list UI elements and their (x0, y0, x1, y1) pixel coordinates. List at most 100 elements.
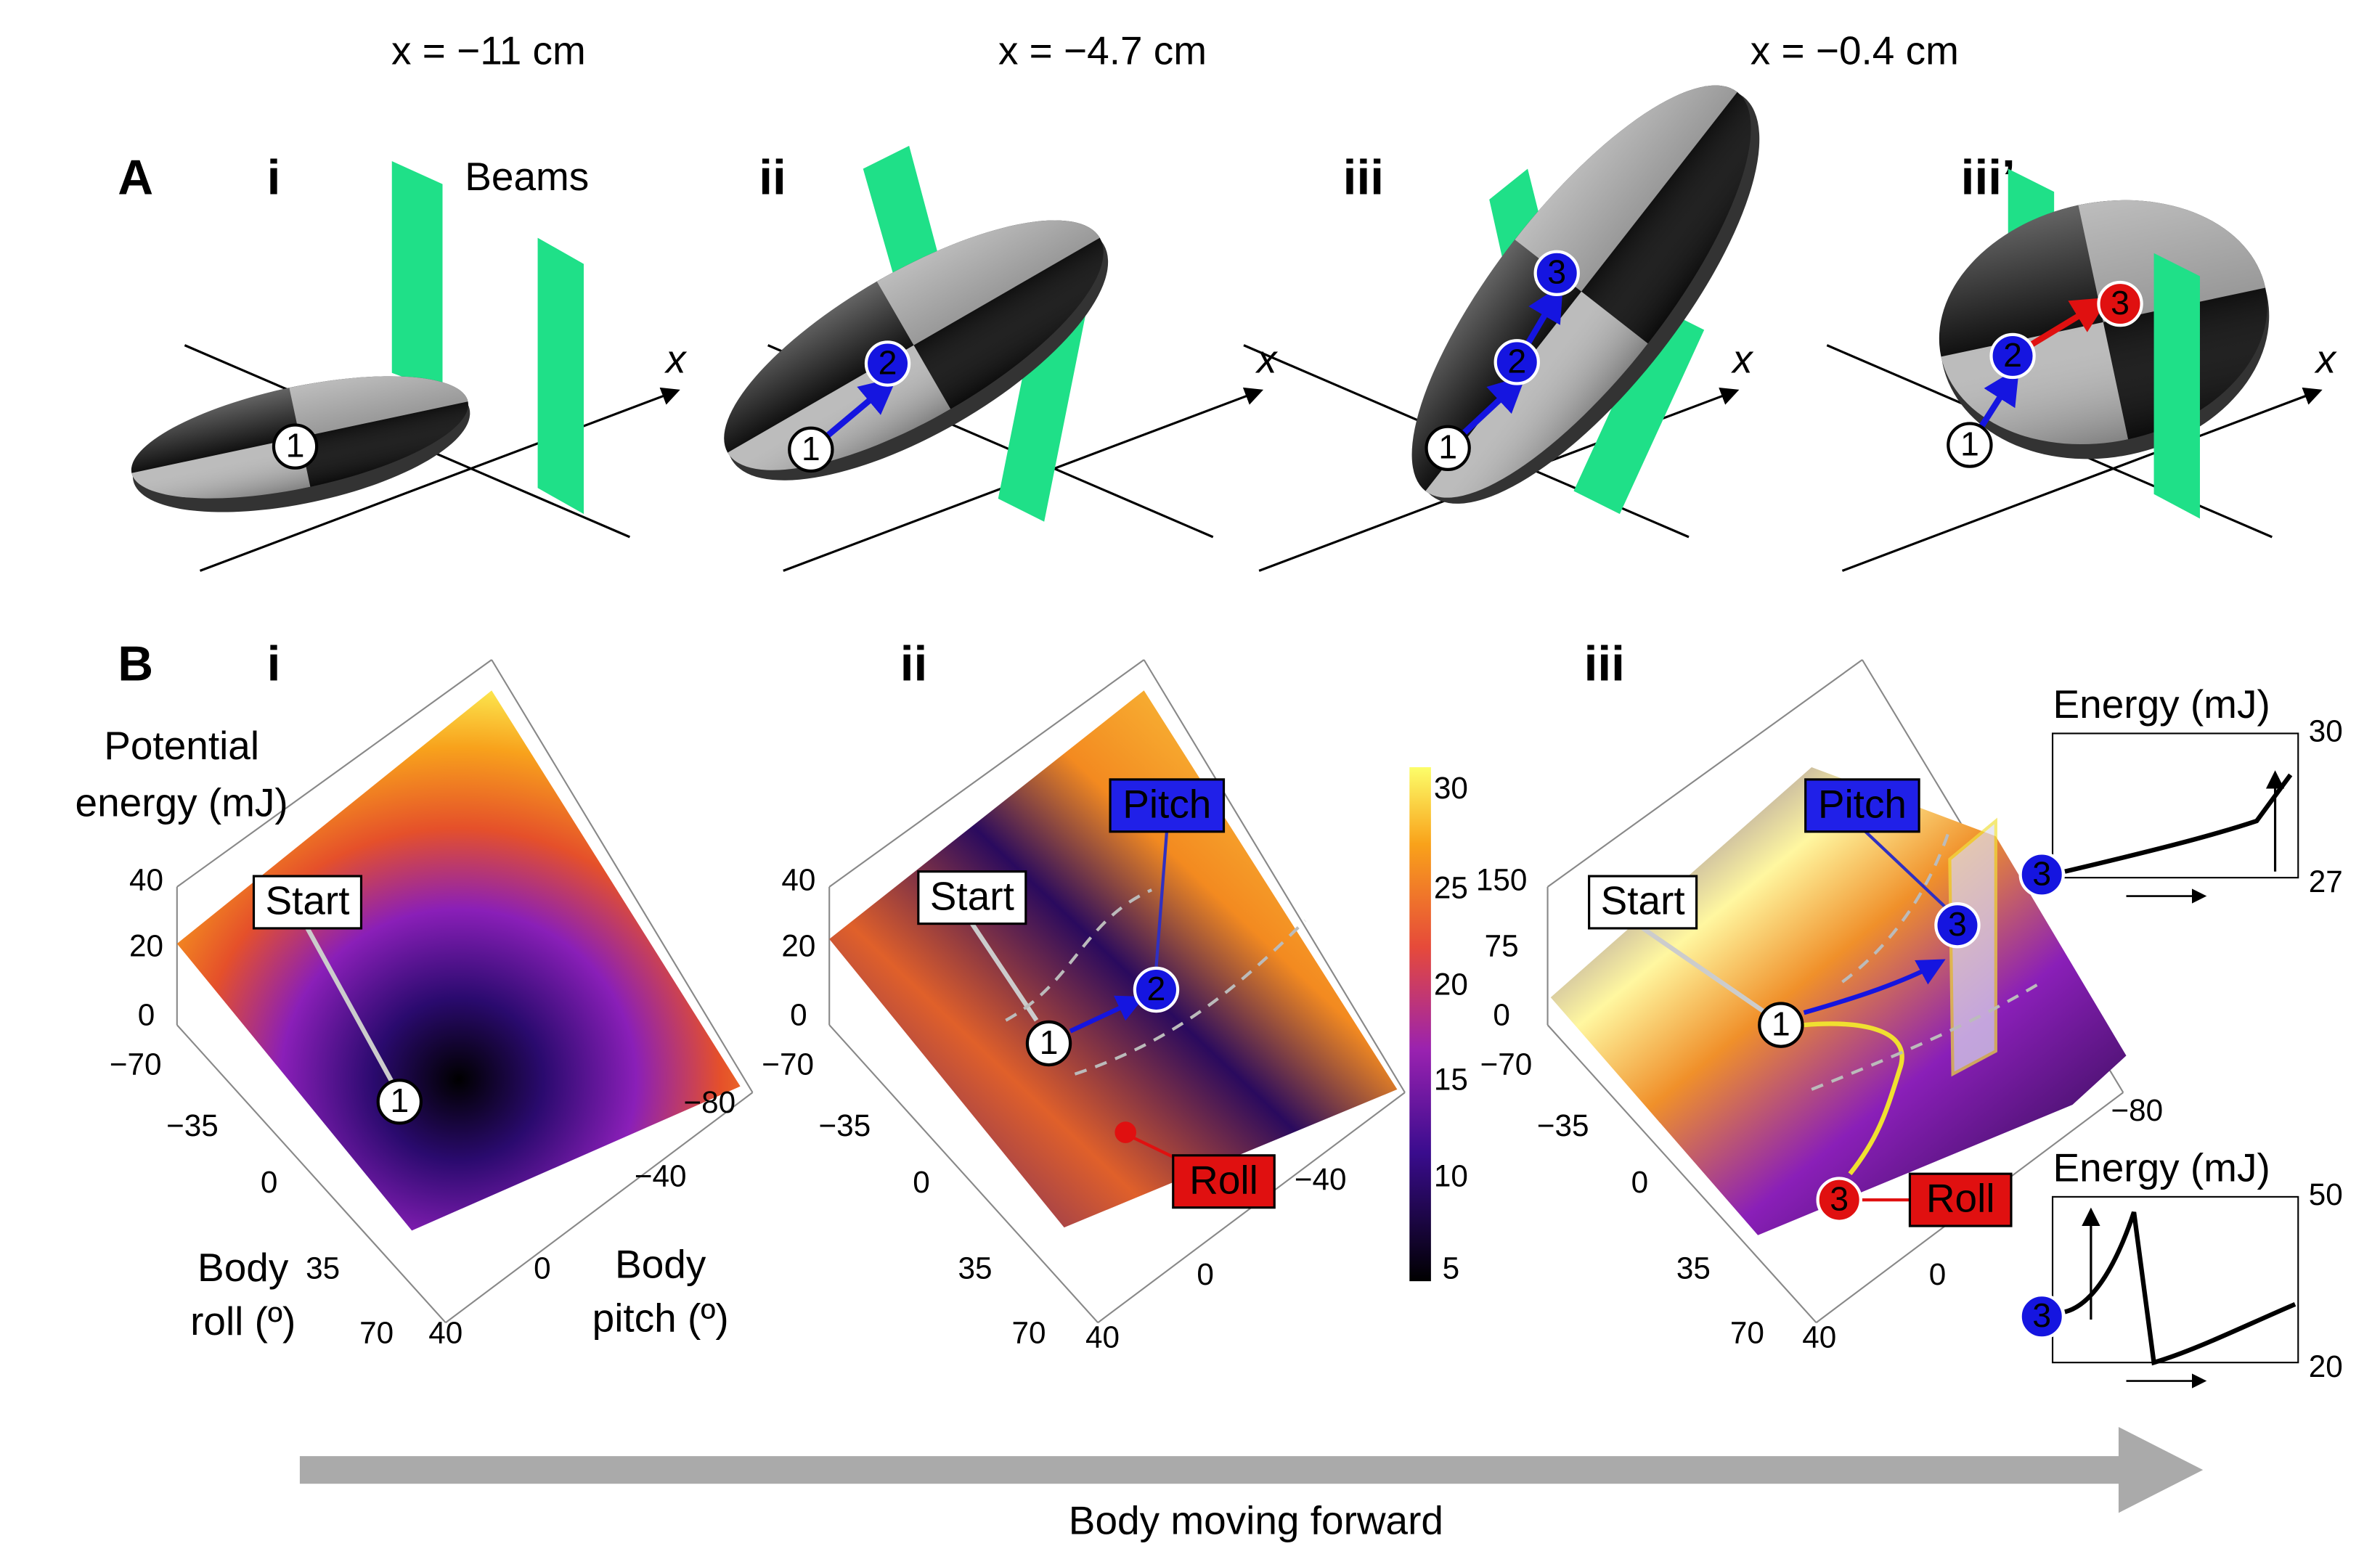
ellipsoid-shine (724, 220, 1104, 470)
marker-circle (1533, 250, 1580, 296)
guide (305, 927, 394, 1083)
marker-label: 2 (2003, 336, 2022, 374)
marker-label: 2 (879, 343, 897, 381)
roll-tick-label: 70 (359, 1315, 394, 1349)
roll-axis-label: Body (197, 1245, 289, 1290)
label-box-text: Roll (1189, 1157, 1258, 1202)
ellipsoid-shine (1411, 85, 1751, 498)
inset-frame (2051, 732, 2299, 879)
pitch-tick-label: 0 (1929, 1257, 1947, 1291)
shape (391, 160, 443, 392)
dashed (1005, 888, 1307, 1076)
z-tick-label: 75 (1485, 929, 1519, 963)
shape (829, 690, 1398, 1228)
subpanel-label: iii’ (1961, 150, 2016, 205)
label-box (1172, 1154, 1276, 1209)
guide (970, 922, 1039, 1022)
line (1546, 1024, 1817, 1323)
z-tick-label: 40 (129, 863, 163, 897)
axis-label: x (2314, 336, 2338, 381)
body-ellipsoid (724, 173, 1109, 517)
panel-label: B (118, 637, 153, 691)
colorbar-tick-label: 20 (1434, 967, 1468, 1001)
pitch-tick-label: −40 (635, 1159, 687, 1193)
inset-bottom: 27 (2309, 864, 2343, 899)
roll-tick-label: −70 (762, 1047, 814, 1081)
shape (1573, 306, 1705, 515)
subpanel-label: iii (1584, 637, 1625, 691)
marker-circle (1425, 425, 1471, 471)
roll-tick-label: 0 (1631, 1165, 1649, 1199)
axis-label: x (1730, 336, 1754, 381)
subpanel-label: ii (900, 637, 928, 691)
marker-circle (864, 340, 911, 387)
colorbar-tick-label: 30 (1434, 771, 1468, 805)
roll-tick-label: 35 (1676, 1251, 1711, 1285)
inset-top: 50 (2309, 1177, 2343, 1211)
label-box-text: Start (265, 878, 349, 923)
marker-circle (1947, 422, 1993, 468)
panel-label: A (118, 150, 153, 205)
inset-curve (2064, 1211, 2297, 1366)
pitch-tick-label: 40 (1802, 1320, 1836, 1354)
colorbar (1409, 766, 1431, 1282)
marker-label: 3 (2111, 284, 2130, 322)
guide (1641, 926, 1767, 1015)
marker-circle (1133, 966, 1180, 1013)
guide (1861, 827, 1948, 909)
guide (1154, 828, 1169, 967)
label-box (1588, 875, 1698, 930)
marker-label: 1 (1960, 425, 1979, 462)
colorbar-tick-label: 5 (1443, 1251, 1460, 1285)
line (445, 1092, 754, 1324)
roll-tick-label: 35 (306, 1251, 340, 1285)
pitch-tick-label: −80 (683, 1085, 735, 1119)
label-box (917, 870, 1027, 925)
label-box-text: Pitch (1122, 781, 1211, 826)
marker-circle (1989, 332, 2036, 380)
marker-label: 3 (2032, 1296, 2051, 1334)
roll-tick-label: 0 (261, 1165, 278, 1199)
pitch-tick-label: −40 (1295, 1162, 1347, 1196)
marker-circle (1493, 339, 1540, 385)
label-box (1804, 778, 1920, 833)
roll-tick-label: 35 (958, 1251, 993, 1285)
pitch-tick-label: 40 (1085, 1320, 1120, 1354)
pitch-axis-label: pitch (º) (592, 1296, 729, 1341)
label-box-text: Start (930, 873, 1014, 918)
pitch-axis-label: Body (615, 1242, 706, 1287)
line (176, 659, 492, 888)
line (1841, 387, 2323, 572)
marker-circle (2018, 851, 2065, 898)
pitch-path (1069, 995, 1145, 1034)
progress-bar (299, 1456, 2127, 1484)
shape (2153, 253, 2200, 519)
marker-circle (788, 426, 834, 473)
subpanel-label: iii (1343, 150, 1384, 205)
beams-label: Beams (465, 154, 589, 199)
marker-label: 2 (1147, 970, 1166, 1007)
label-box-text: Roll (1926, 1176, 1995, 1221)
marker-circle (1934, 902, 1981, 949)
inset-curve (2064, 773, 2293, 874)
shape (2118, 1426, 2204, 1513)
roll-tick-label: 0 (913, 1165, 930, 1199)
shape (176, 690, 741, 1231)
marker-circle (1025, 1020, 1072, 1067)
marker-label: 1 (286, 427, 305, 465)
subpanel-label: i (267, 150, 281, 205)
marker-label: 1 (1438, 428, 1457, 466)
roll-tick-label: −35 (819, 1108, 871, 1142)
roll-tick-label: 70 (1012, 1315, 1046, 1349)
marker-label: 3 (1547, 253, 1566, 291)
z-tick-label: 0 (138, 998, 155, 1032)
label-box (1908, 1172, 2013, 1227)
colorbar-tick-label: 25 (1434, 870, 1468, 904)
axis-label: x (664, 336, 688, 381)
subpanel-label: i (267, 637, 281, 691)
marker-label: 1 (1772, 1005, 1790, 1043)
roll-tick-label: −35 (1537, 1108, 1589, 1142)
z-axis-label: energy (mJ) (76, 780, 288, 825)
marker-circle (272, 423, 319, 470)
line (1546, 659, 1863, 888)
